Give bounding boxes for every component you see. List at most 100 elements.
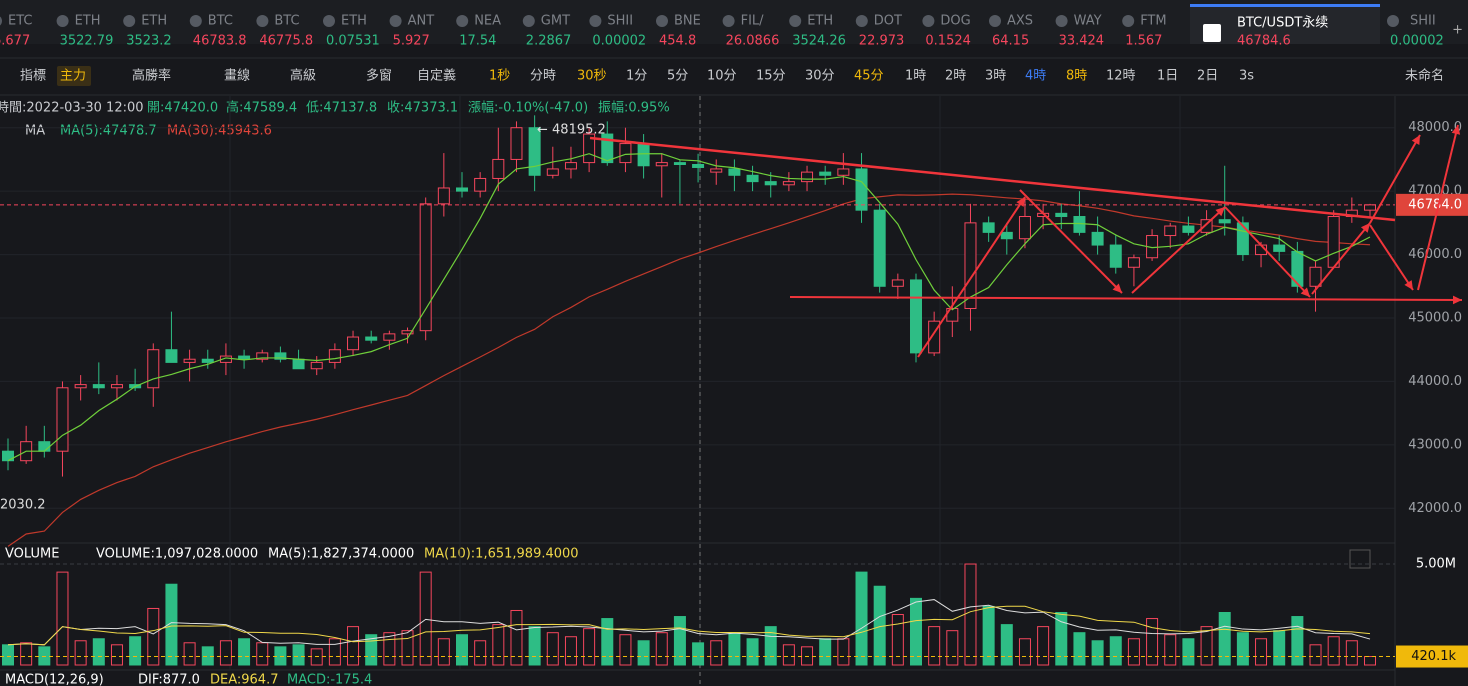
toolbar-item[interactable]: 30分 [805, 69, 835, 84]
toolbar-item[interactable]: 45分 [854, 69, 884, 84]
toolbar-item[interactable]: 高級 [290, 68, 316, 84]
toolbar-item[interactable]: 4時 [1025, 69, 1046, 84]
drawn-line [917, 196, 1026, 358]
candle-body [746, 174, 759, 183]
candle-body [383, 333, 396, 341]
tab-name[interactable]: BNE [674, 14, 701, 29]
toolbar-item[interactable]: 1日 [1157, 69, 1178, 84]
candle-body [510, 127, 523, 160]
candle-body [328, 349, 341, 363]
candle-body [419, 203, 432, 332]
volume-bar [1200, 626, 1213, 666]
tab-price: 46783.8 [193, 34, 247, 49]
macd-item: MACD:-175.4 [287, 673, 372, 686]
toolbar-item[interactable]: 分時 [530, 69, 556, 84]
volume-bar [1236, 632, 1249, 666]
candle-body [1055, 212, 1068, 218]
toolbar-item[interactable]: 1時 [905, 69, 926, 84]
toolbar-item[interactable]: 高勝率 [132, 68, 171, 84]
toolbar-item[interactable]: 指標 [20, 69, 46, 84]
active-tab[interactable] [1190, 4, 1380, 44]
toolbar-item[interactable]: 2時 [945, 69, 966, 84]
volume-bar [256, 642, 269, 666]
tab-name[interactable]: SHII [1410, 14, 1436, 29]
volume-bar [946, 630, 959, 666]
toolbar-item[interactable]: 未命名 [1405, 68, 1444, 84]
tab-name[interactable]: SHII [607, 14, 633, 29]
tab-name[interactable]: ETH [141, 14, 167, 29]
candle-body [764, 181, 777, 186]
drawn-line [1131, 206, 1226, 294]
add-tab[interactable]: + [1452, 23, 1463, 38]
tab-name[interactable]: BTC [274, 14, 299, 29]
tab-name[interactable]: GMT [541, 14, 570, 29]
volume-bar [1127, 638, 1140, 666]
tab-name[interactable]: FTM [1140, 14, 1166, 29]
candle-body [147, 349, 160, 389]
vol-ma5 [7, 599, 1371, 646]
drawn-line [1019, 189, 1123, 294]
tab-name[interactable]: ETH [341, 14, 367, 29]
volume-bar [746, 638, 759, 666]
volume-item: VOLUME [5, 547, 59, 562]
toolbar-item[interactable]: 8時 [1066, 69, 1087, 84]
tab-name[interactable]: ANT [408, 14, 435, 29]
candle-body [201, 358, 214, 363]
candle-body [673, 162, 686, 166]
active-tab-price: 46784.6 [1237, 34, 1291, 49]
arrow-head [1112, 283, 1122, 293]
toolbar-item[interactable]: 5分 [667, 69, 688, 84]
toolbar-item[interactable]: 主力 [60, 69, 86, 84]
volume-item: MA(5):1,827,374.0000 [268, 547, 414, 562]
active-tab-name[interactable]: BTC/USDT永续 [1237, 16, 1328, 31]
toolbar-item[interactable]: 10分 [707, 69, 737, 84]
volume-bar [910, 597, 922, 666]
tab-price: 0.07531 [326, 34, 380, 49]
tab-name[interactable]: FIL/ [741, 14, 765, 29]
toolbar-item[interactable]: 3時 [985, 69, 1006, 84]
toolbar-item[interactable]: 自定義 [417, 68, 456, 84]
tab-icon [789, 15, 802, 27]
info-item: 高:47589.4 [226, 100, 297, 116]
candle-body [910, 279, 922, 354]
toolbar-item[interactable]: 2日 [1197, 69, 1218, 84]
toolbar-item[interactable]: 30秒 [577, 69, 607, 84]
tab-name[interactable]: WAY [1074, 14, 1102, 29]
volume-bar [1345, 640, 1358, 666]
tab-name[interactable]: BTC [208, 14, 233, 29]
toolbar-item[interactable]: 12時 [1106, 69, 1136, 84]
tab-name[interactable]: DOT [874, 14, 902, 29]
tab-name[interactable]: NEA [474, 14, 501, 29]
arrow-head [1215, 207, 1225, 217]
tab-name[interactable]: ETH [75, 14, 101, 29]
candle-body [982, 222, 995, 233]
y-tick-label: 42000.0 [1408, 501, 1462, 516]
tab-price: 3523.2 [126, 34, 172, 49]
tab-price: 33.424 [1059, 34, 1105, 49]
button[interactable] [1349, 549, 1371, 569]
toolbar-item[interactable]: 多窗 [366, 68, 392, 84]
tab-price: 64.15 [992, 34, 1029, 49]
ma-item: MA [25, 124, 45, 139]
drawn-line [1224, 206, 1311, 298]
tab-name[interactable]: ETH [807, 14, 833, 29]
volume-bar [528, 626, 541, 666]
volume-bar [92, 638, 105, 666]
volume-bar [1291, 616, 1304, 666]
volume-bar [1018, 638, 1031, 666]
toolbar-item[interactable]: 15分 [756, 69, 786, 84]
tab-name[interactable]: AXS [1007, 14, 1033, 29]
toolbar-item[interactable]: 3s [1239, 69, 1254, 84]
y-tick-label: 45000.0 [1408, 311, 1462, 326]
tab-name[interactable]: ETC [8, 14, 32, 29]
tab-icon [1203, 24, 1221, 42]
high-label: ← 48195.2 [537, 123, 606, 138]
volume-bar [601, 618, 614, 666]
macd-item: MACD(12,26,9) [5, 673, 104, 686]
info-item: 開:47420.0 [147, 101, 218, 116]
toolbar-item[interactable]: 1分 [626, 69, 647, 84]
toolbar-item[interactable]: 1秒 [489, 69, 510, 84]
tab-name[interactable]: DOG [940, 14, 970, 29]
toolbar-item[interactable]: 畫線 [224, 68, 250, 84]
tab-price: 26.0866 [726, 34, 780, 49]
